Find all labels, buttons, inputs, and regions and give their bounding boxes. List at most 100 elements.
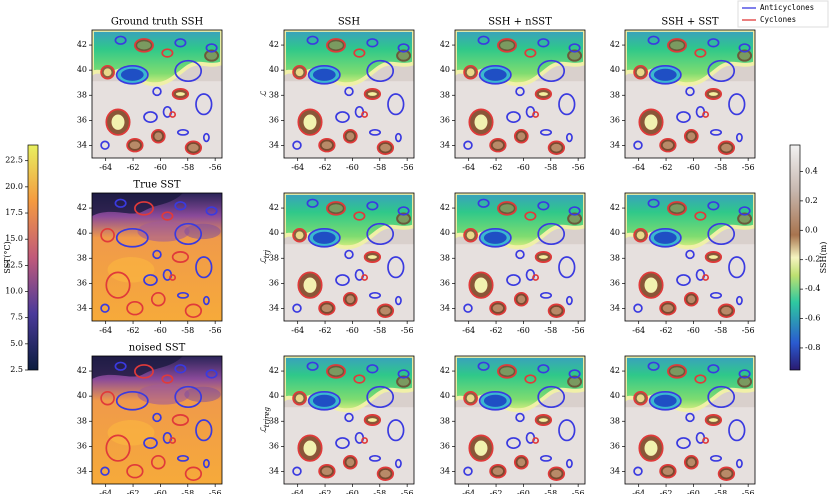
panel: -64 -62 -60 -58 -56 34 36 38 40 42 — [440, 192, 586, 335]
axes-frame — [454, 29, 586, 159]
ylabel-symbol: ℒ — [259, 427, 268, 433]
legend-label: Cyclones — [760, 15, 796, 24]
axes-frame — [624, 355, 756, 485]
x-tick-label: -64 — [99, 326, 112, 335]
x-tick-label: -64 — [291, 326, 304, 335]
y-tick-label: 40 — [269, 228, 279, 237]
x-tick-label: -56 — [401, 163, 414, 172]
ylabel-subscript: trj — [263, 249, 271, 258]
x-tick-label: -60 — [154, 489, 167, 494]
panel-title: SSH — [338, 17, 361, 28]
colorbar-tick-label: -0.4 — [805, 284, 820, 293]
y-tick-label: 34 — [77, 303, 87, 312]
x-tick-label: -56 — [742, 163, 755, 172]
x-tick-label: -60 — [687, 489, 700, 494]
y-tick-label: 40 — [269, 391, 279, 400]
y-tick-label: 36 — [440, 278, 450, 287]
y-tick-label: 38 — [440, 253, 450, 262]
axes-frame — [91, 192, 223, 322]
y-tick-label: 40 — [77, 65, 87, 74]
y-tick-label: 38 — [440, 90, 450, 99]
x-tick-label: -56 — [572, 163, 585, 172]
x-tick-label: -58 — [544, 326, 557, 335]
x-tick-label: -56 — [209, 326, 222, 335]
x-tick-label: -56 — [742, 326, 755, 335]
y-tick-label: 38 — [269, 253, 279, 262]
colorbar-tick-label: -0.2 — [805, 255, 820, 264]
y-tick-label: 36 — [440, 115, 450, 124]
y-tick-label: 38 — [77, 416, 87, 425]
x-tick-label: -64 — [462, 489, 475, 494]
colorbar-tick-label: 10.0 — [5, 287, 23, 296]
x-tick-label: -56 — [401, 489, 414, 494]
axes-frame — [454, 192, 586, 322]
y-tick-label: 38 — [440, 416, 450, 425]
y-tick-label: 36 — [77, 441, 87, 450]
axes-frame — [624, 192, 756, 322]
y-tick-label: 36 — [269, 278, 279, 287]
colorbar: 2.5 5.0 7.5 10.0 12.5 15.0 17.5 20.0 22.5 SST(°C) — [3, 144, 39, 374]
y-tick-label: 34 — [77, 140, 87, 149]
x-tick-label: -62 — [660, 326, 673, 335]
x-tick-label: -58 — [714, 489, 727, 494]
x-tick-label: -60 — [517, 326, 530, 335]
y-tick-label: 42 — [610, 366, 620, 375]
y-tick-label: 40 — [610, 228, 620, 237]
colorbar-tick-label: 0.0 — [805, 225, 818, 234]
x-tick-label: -64 — [632, 163, 645, 172]
x-tick-label: -60 — [154, 326, 167, 335]
panel: -64 -62 -60 -58 -56 34 36 38 40 42 — [440, 355, 586, 494]
colorbar-tick-label: -0.8 — [805, 343, 820, 352]
y-tick-label: 34 — [269, 140, 279, 149]
axes-frame — [91, 355, 223, 485]
y-tick-label: 42 — [77, 203, 87, 212]
colorbar-tick-label: 0.2 — [805, 196, 818, 205]
panel: -64 -62 -60 -58 -56 34 36 38 40 42 ℒtrj — [259, 192, 415, 335]
panel: -64 -62 -60 -58 -56 34 36 38 40 42 noised SST — [77, 343, 223, 494]
ylabel-subscript: trjreg — [263, 406, 271, 427]
ylabel-symbol: ℒ — [259, 91, 268, 97]
panel: -64 -62 -60 -58 -56 34 36 38 40 42 — [610, 192, 756, 335]
y-tick-label: 36 — [610, 115, 620, 124]
axes-frame — [283, 355, 415, 485]
y-tick-label: 42 — [440, 40, 450, 49]
colorbar-gradient — [789, 144, 801, 371]
x-tick-label: -62 — [127, 326, 140, 335]
y-tick-label: 42 — [269, 366, 279, 375]
colorbar-tick-label: 17.5 — [5, 208, 23, 217]
y-tick-label: 34 — [440, 466, 450, 475]
y-tick-label: 42 — [610, 40, 620, 49]
y-tick-label: 38 — [610, 90, 620, 99]
x-tick-label: -58 — [181, 489, 194, 494]
colorbar-tick-label: 7.5 — [10, 313, 23, 322]
y-tick-label: 42 — [440, 203, 450, 212]
y-tick-label: 40 — [77, 228, 87, 237]
x-tick-label: -62 — [127, 489, 140, 494]
panel: -64 -62 -60 -58 -56 34 36 38 40 42 SSH + SST — [610, 17, 756, 172]
y-tick-label: 40 — [269, 65, 279, 74]
colorbar-tick-label: 22.5 — [5, 156, 23, 165]
x-tick-label: -64 — [99, 489, 112, 494]
y-tick-label: 38 — [77, 90, 87, 99]
y-tick-label: 40 — [610, 391, 620, 400]
x-tick-label: -62 — [319, 489, 332, 494]
panel-title: SSH + SST — [661, 17, 719, 28]
x-tick-label: -64 — [99, 163, 112, 172]
colorbar-tick-label: 20.0 — [5, 182, 23, 191]
x-tick-label: -62 — [319, 326, 332, 335]
y-tick-label: 34 — [440, 303, 450, 312]
x-tick-label: -58 — [373, 489, 386, 494]
y-tick-label: 42 — [440, 366, 450, 375]
x-tick-label: -64 — [632, 489, 645, 494]
x-tick-label: -58 — [181, 163, 194, 172]
y-tick-label: 34 — [440, 140, 450, 149]
x-tick-label: -60 — [346, 326, 359, 335]
y-tick-label: 42 — [610, 203, 620, 212]
y-tick-label: 36 — [77, 115, 87, 124]
y-tick-label: 36 — [77, 278, 87, 287]
y-tick-label: 34 — [610, 140, 620, 149]
x-tick-label: -62 — [490, 326, 503, 335]
y-tick-label: 34 — [269, 466, 279, 475]
y-tick-label: 36 — [440, 441, 450, 450]
x-tick-label: -60 — [687, 326, 700, 335]
